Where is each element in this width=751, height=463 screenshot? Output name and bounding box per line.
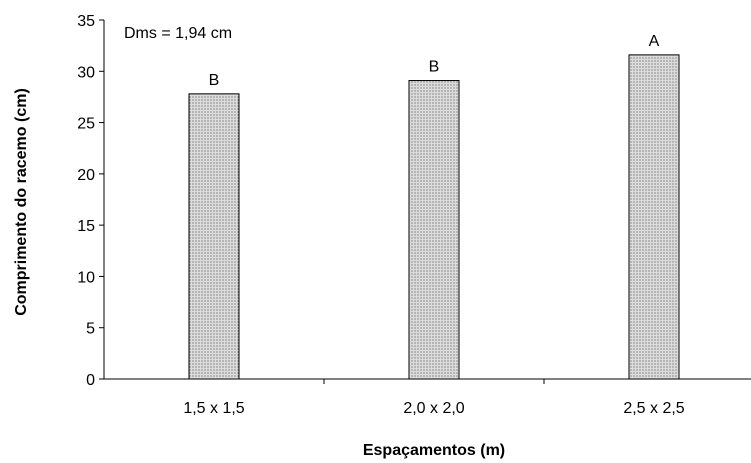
x-tick-label: 2,5 x 2,5 — [623, 400, 684, 417]
bar-letter-label: B — [209, 72, 220, 89]
x-axis-title: Espaçamentos (m) — [363, 442, 505, 459]
y-tick-label: 15 — [77, 218, 95, 235]
y-tick-label: 20 — [77, 167, 95, 184]
dms-annotation: Dms = 1,94 cm — [124, 25, 232, 42]
y-tick-label: 0 — [86, 372, 95, 389]
bar — [628, 54, 680, 380]
y-axis-title: Comprimento do racemo (cm) — [13, 88, 30, 316]
x-axis: 1,5 x 1,5 2,0 x 2,0 2,5 x 2,5 — [104, 378, 751, 417]
bar — [188, 93, 240, 380]
bar-letter-label: A — [649, 33, 660, 50]
y-tick-label: 5 — [86, 321, 95, 338]
x-tick-label: 1,5 x 1,5 — [183, 400, 244, 417]
bar-labels: B B A — [209, 33, 660, 89]
y-tick-label: 30 — [77, 64, 95, 81]
bar-letter-label: B — [429, 59, 440, 76]
y-tick-label: 10 — [77, 269, 95, 286]
y-axis: 0 5 10 15 20 25 30 35 — [77, 13, 105, 389]
bars — [188, 54, 680, 380]
y-tick-label: 35 — [77, 13, 95, 30]
bar — [408, 80, 460, 380]
y-tick-label: 25 — [77, 116, 95, 133]
x-tick-label: 2,0 x 2,0 — [403, 400, 464, 417]
